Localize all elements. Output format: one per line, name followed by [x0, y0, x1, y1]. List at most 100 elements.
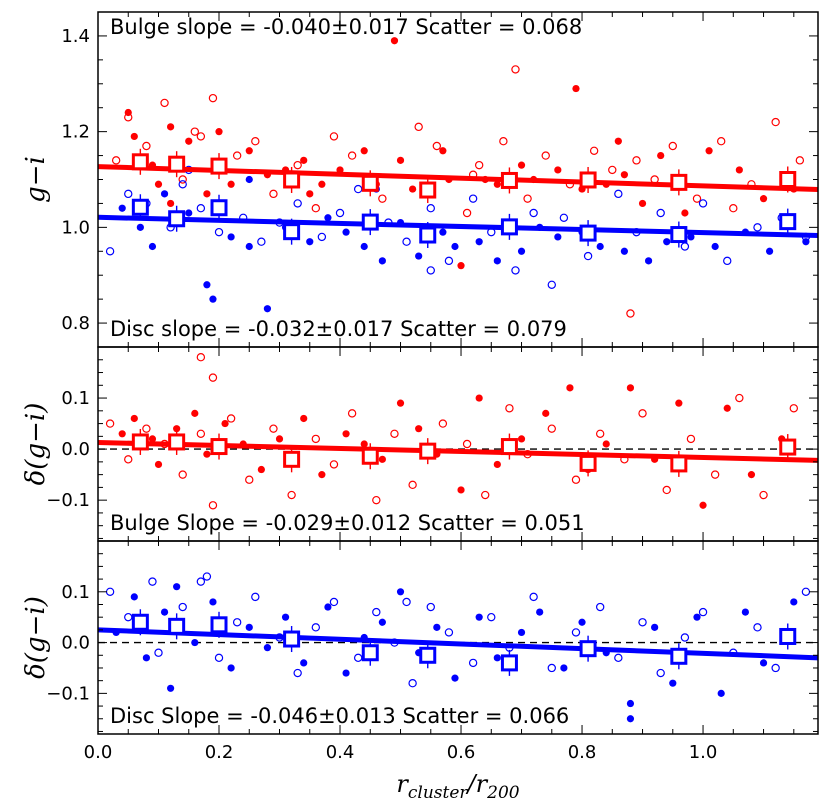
- data-point: [318, 180, 326, 188]
- data-point: [741, 608, 749, 616]
- data-point: [693, 613, 701, 621]
- x-axis-label-part: /: [466, 770, 479, 798]
- data-point: [451, 674, 459, 682]
- data-point: [257, 237, 266, 246]
- binned-point: [779, 213, 797, 231]
- data-point: [475, 238, 483, 246]
- binned-point: [168, 155, 186, 173]
- data-point: [439, 228, 447, 236]
- binned-point: [168, 433, 186, 451]
- binned-point: [168, 210, 186, 228]
- data-point: [105, 587, 115, 596]
- data-point: [251, 592, 260, 602]
- data-point: [481, 490, 490, 500]
- data-point: [293, 160, 302, 170]
- binned-point: [670, 173, 688, 191]
- data-point: [360, 242, 368, 251]
- data-point: [662, 485, 671, 495]
- binned-point: [419, 181, 437, 199]
- data-point: [148, 577, 157, 586]
- data-point: [415, 252, 423, 260]
- panel-3: −0.1 0.0 0.1 0.0 0.2 0.4 0.6 0.8 1.0 δ(g−i) Disc S…: [21, 540, 819, 763]
- data-point: [795, 156, 805, 165]
- data-point: [408, 480, 417, 490]
- data-point: [160, 190, 169, 198]
- data-point: [596, 242, 604, 251]
- data-point: [306, 190, 314, 198]
- data-point: [675, 399, 683, 407]
- data-point: [493, 257, 501, 265]
- data-point: [614, 137, 622, 145]
- data-point: [130, 593, 138, 601]
- data-point: [136, 223, 144, 231]
- data-point: [232, 618, 242, 627]
- data-point: [329, 460, 339, 469]
- data-point: [124, 108, 132, 117]
- data-point: [245, 623, 253, 631]
- data-point: [710, 470, 720, 479]
- data-point: [124, 189, 133, 199]
- binned-point: [131, 198, 149, 216]
- data-point: [111, 156, 121, 165]
- x-axis-label-part: r: [476, 770, 489, 798]
- y-tick-label: 0.1: [61, 388, 90, 409]
- data-point: [523, 194, 532, 203]
- data-point: [167, 684, 175, 692]
- data-point: [517, 247, 526, 255]
- data-point: [462, 208, 472, 218]
- binned-point: [283, 450, 301, 468]
- y-axis-label: δ(g−i): [21, 403, 51, 486]
- data-point: [227, 233, 235, 241]
- data-point: [257, 465, 265, 474]
- x-tick-label: 0.6: [447, 742, 476, 763]
- data-point: [511, 65, 520, 74]
- data-point: [414, 122, 423, 132]
- data-point: [311, 434, 321, 444]
- data-point: [493, 460, 501, 469]
- binned-point: [419, 226, 437, 244]
- data-point: [747, 471, 756, 479]
- x-axis-label-part: r: [396, 770, 409, 798]
- data-point: [196, 577, 206, 586]
- data-point: [293, 668, 302, 678]
- data-point: [408, 679, 417, 688]
- data-point: [681, 209, 689, 217]
- data-point: [190, 127, 200, 136]
- x-tick-label: 0.4: [326, 742, 355, 763]
- data-point: [620, 247, 628, 255]
- data-point: [329, 132, 339, 141]
- axes-frame: [97, 540, 819, 735]
- data-point: [275, 435, 284, 443]
- binned-point: [779, 171, 797, 188]
- data-point: [281, 613, 290, 621]
- data-point: [372, 607, 381, 617]
- data-point: [572, 84, 580, 93]
- data-point: [559, 213, 569, 222]
- series-disc-filled: [118, 175, 810, 313]
- data-point: [245, 475, 254, 484]
- data-point: [202, 572, 212, 581]
- data-point: [493, 180, 501, 188]
- panel-2: −0.1 0.0 0.1 δ(g−i) Bulge Slope = -0.029±0.0…: [21, 346, 819, 542]
- data-point: [390, 37, 399, 45]
- data-point: [227, 180, 235, 188]
- series-disc-binned: [131, 194, 797, 249]
- data-point: [402, 597, 411, 607]
- x-axis-label: rcluster/r200: [396, 770, 519, 803]
- data-point: [614, 653, 623, 663]
- series-bulge-open: [105, 353, 798, 510]
- data-point: [595, 602, 605, 612]
- data-point: [154, 648, 163, 657]
- data-point: [426, 266, 435, 275]
- data-point: [475, 394, 483, 402]
- data-point: [203, 190, 211, 198]
- binned-point: [131, 153, 149, 171]
- data-point: [118, 204, 126, 212]
- data-point: [759, 490, 768, 500]
- binned-point: [779, 627, 797, 645]
- data-point: [529, 592, 538, 602]
- data-point: [687, 233, 695, 241]
- data-point: [698, 199, 708, 208]
- data-point: [208, 373, 218, 382]
- data-point: [457, 486, 465, 494]
